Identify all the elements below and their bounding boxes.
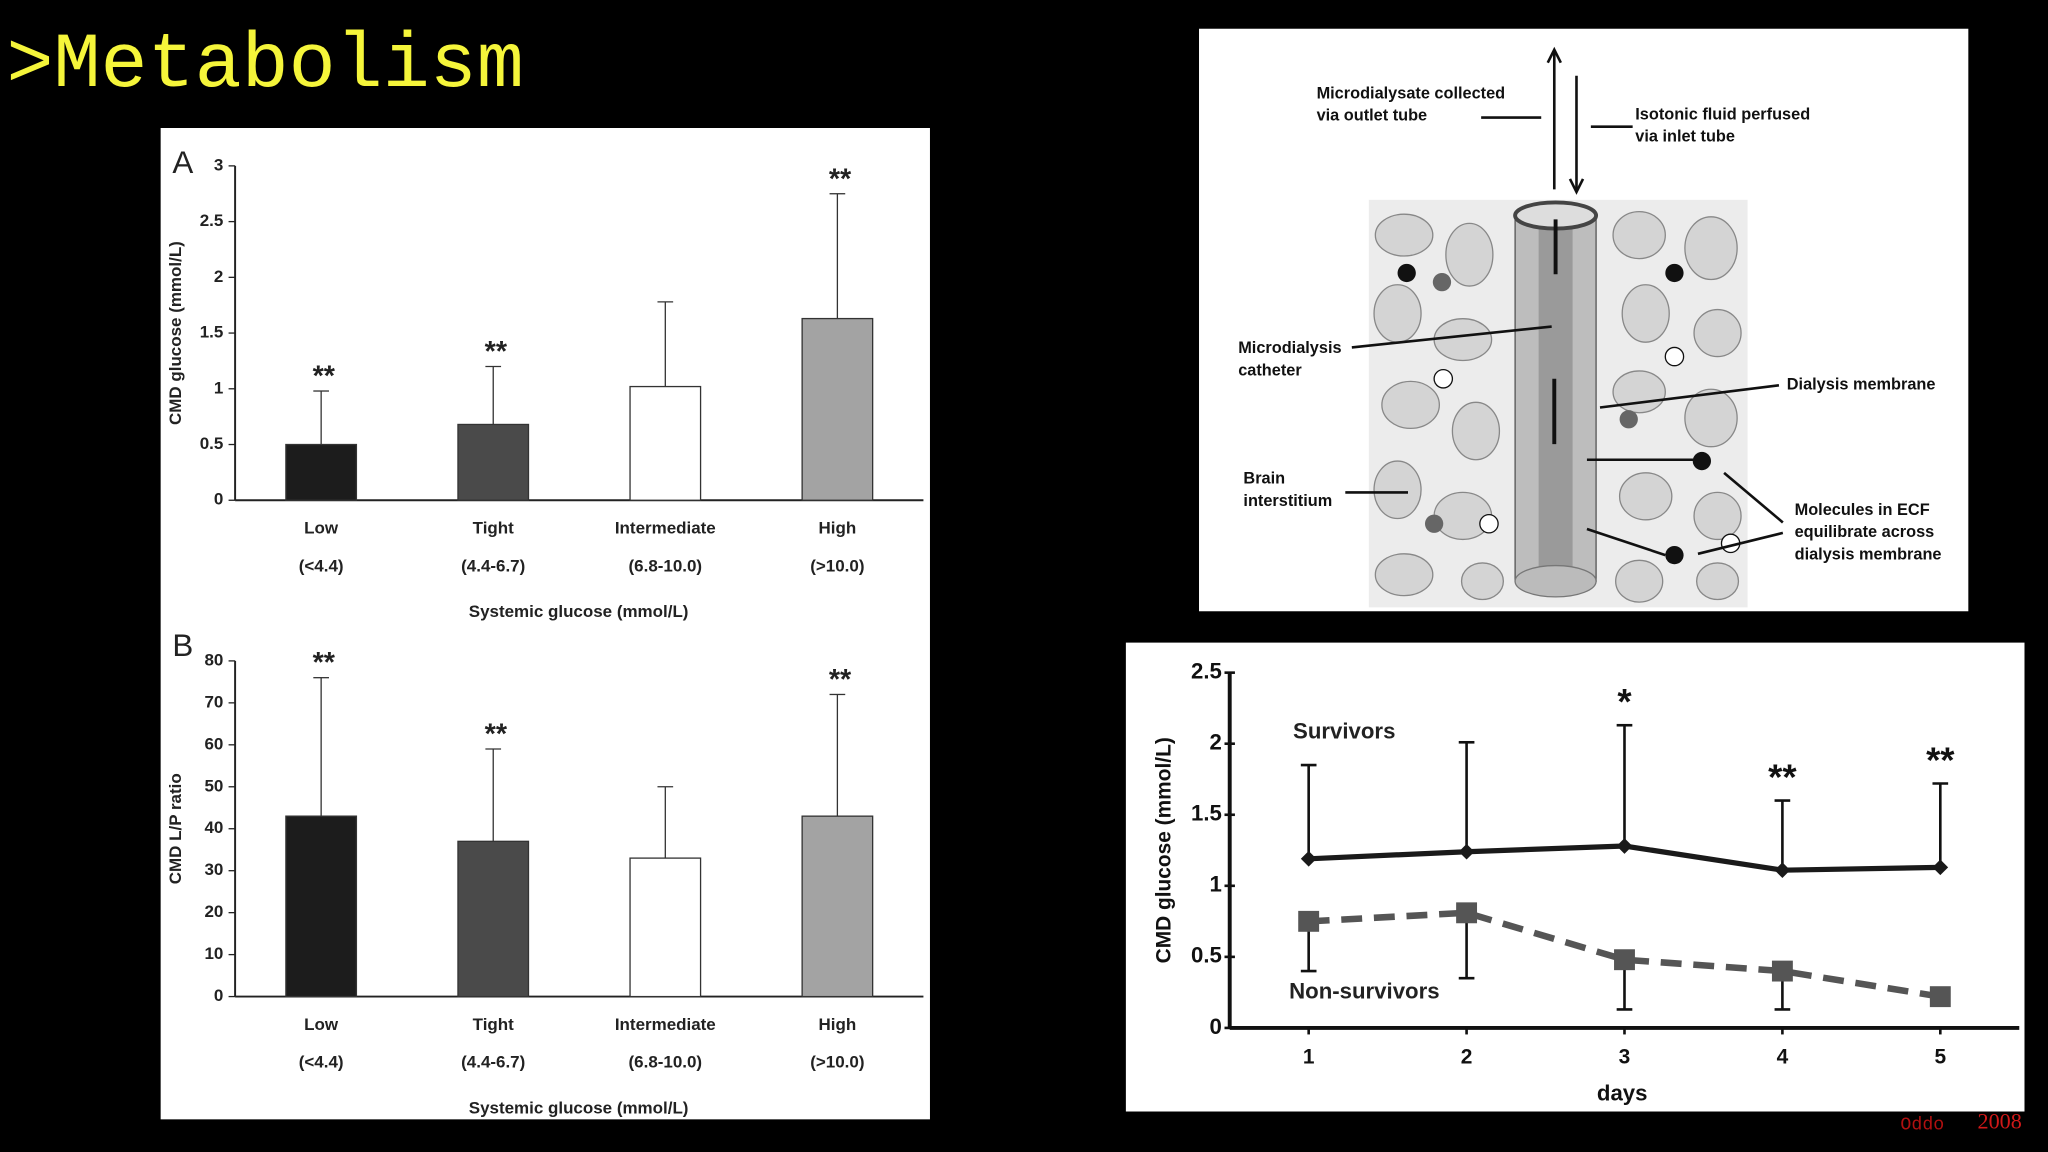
- y-tick-label: 80: [204, 650, 223, 669]
- x-tick-sublabel: (6.8-10.0): [629, 1053, 703, 1072]
- y-tick-label: 70: [204, 692, 223, 711]
- arrows: [1345, 46, 1784, 557]
- bar: [801, 317, 874, 501]
- x-tick-sublabel: (>10.0): [810, 1053, 864, 1072]
- x-axis-label: Systemic glucose (mmol/L): [469, 1098, 689, 1117]
- y-tick-label: 2: [1210, 730, 1222, 755]
- bar: [457, 423, 530, 501]
- x-tick-sublabel: (4.4-6.7): [461, 556, 525, 575]
- y-tick-label: 20: [204, 902, 223, 921]
- diagram: [1345, 46, 1784, 608]
- significance: **: [1926, 739, 1955, 780]
- y-tick-label: 1.5: [200, 323, 224, 342]
- y-axis-label: CMD L/P ratio: [166, 773, 185, 884]
- diagram-label: equilibrate across: [1795, 523, 1935, 541]
- x-tick-sublabel: (>10.0): [810, 556, 864, 575]
- x-tick-label: 1: [1303, 1045, 1315, 1068]
- marker: [1932, 859, 1949, 876]
- panel-label: A: [172, 145, 193, 180]
- x-tick-label: Intermediate: [615, 518, 716, 537]
- y-tick-label: 0: [1210, 1014, 1222, 1039]
- y-tick-label: 40: [204, 818, 223, 837]
- x-tick-label: 3: [1619, 1045, 1631, 1068]
- x-tick-label: Low: [304, 518, 339, 537]
- diagram-label: dialysis membrane: [1795, 545, 1942, 563]
- x-tick-sublabel: (6.8-10.0): [629, 556, 703, 575]
- bar: [801, 815, 874, 998]
- y-tick-label: 2: [214, 267, 223, 286]
- diagram-label: Isotonic fluid perfused: [1635, 105, 1810, 123]
- diagram-label: Molecules in ECF: [1795, 501, 1930, 519]
- diagram-label: via outlet tube: [1317, 107, 1428, 125]
- bar: [285, 815, 358, 998]
- diagram-label: catheter: [1238, 361, 1302, 379]
- y-tick-label: 60: [204, 734, 223, 753]
- significance: **: [313, 361, 336, 393]
- series-line: [1308, 909, 1941, 1000]
- x-tick-label: 2: [1461, 1045, 1473, 1068]
- significance: **: [485, 719, 508, 751]
- y-axis-label: CMD glucose (mmol/L): [166, 241, 185, 425]
- marker: [1458, 843, 1475, 860]
- diagram-label: Microdialysate collected: [1317, 84, 1506, 102]
- significance: **: [829, 664, 852, 696]
- citation-author: Oddo: [1900, 1115, 1944, 1135]
- y-tick-label: 3: [214, 155, 223, 174]
- marker: [1771, 960, 1793, 982]
- panel-label: B: [172, 628, 193, 663]
- y-tick-label: 1.5: [1191, 801, 1222, 826]
- diagram-label: interstitium: [1243, 492, 1332, 510]
- x-tick-label: High: [819, 1015, 857, 1034]
- y-tick-label: 10: [204, 944, 223, 963]
- significance: **: [313, 647, 336, 679]
- y-tick-label: 0.5: [200, 434, 224, 453]
- marker: [1616, 838, 1633, 854]
- line-panel: [1125, 642, 2025, 1112]
- diagram-label: via inlet tube: [1635, 127, 1735, 145]
- marker: [1929, 986, 1951, 1008]
- x-tick-label: Intermediate: [615, 1015, 716, 1034]
- citation-year: 2008: [1977, 1108, 2021, 1133]
- marker: [1614, 949, 1635, 971]
- significance: **: [485, 336, 508, 368]
- x-tick-label: Tight: [473, 518, 515, 537]
- y-axis-label: CMD glucose (mmol/L): [1153, 737, 1176, 963]
- y-tick-label: 1: [214, 378, 223, 397]
- x-tick-sublabel: (4.4-6.7): [461, 1053, 525, 1072]
- bar: [629, 385, 702, 501]
- bar: [285, 443, 358, 501]
- x-tick-label: Tight: [473, 1015, 515, 1034]
- y-tick-label: 50: [204, 776, 223, 795]
- y-tick-label: 2.5: [1191, 659, 1222, 684]
- marker: [1456, 902, 1478, 924]
- slide-title: >Metabolism: [7, 21, 524, 110]
- y-tick-label: 0: [214, 986, 223, 1005]
- y-tick-label: 2.5: [200, 211, 224, 230]
- x-axis-label: days: [1597, 1080, 1648, 1105]
- x-axis-label: Systemic glucose (mmol/L): [469, 602, 689, 621]
- y-tick-label: 0: [214, 490, 223, 509]
- x-tick-sublabel: (<4.4): [299, 556, 344, 575]
- diagram-label: Microdialysis: [1238, 339, 1341, 357]
- significance: **: [1768, 756, 1797, 797]
- x-tick-sublabel: (<4.4): [299, 1053, 344, 1072]
- y-tick-label: 30: [204, 860, 223, 879]
- significance: *: [1617, 681, 1632, 722]
- x-tick-label: 4: [1777, 1045, 1789, 1068]
- diagram-label: Dialysis membrane: [1787, 376, 1936, 394]
- x-tick-label: 5: [1934, 1045, 1946, 1068]
- bar: [629, 857, 702, 998]
- marker: [1298, 910, 1320, 932]
- x-tick-label: Low: [304, 1015, 339, 1034]
- x-tick-label: High: [819, 518, 857, 537]
- bar: [457, 840, 530, 998]
- y-tick-label: 1: [1210, 872, 1222, 897]
- series-name: Survivors: [1293, 719, 1395, 744]
- series-name: Non-survivors: [1289, 979, 1439, 1004]
- significance: **: [829, 163, 852, 195]
- catheter-bottom: [1514, 564, 1597, 598]
- diagram-label: Brain: [1243, 470, 1285, 488]
- y-tick-label: 0.5: [1191, 943, 1222, 968]
